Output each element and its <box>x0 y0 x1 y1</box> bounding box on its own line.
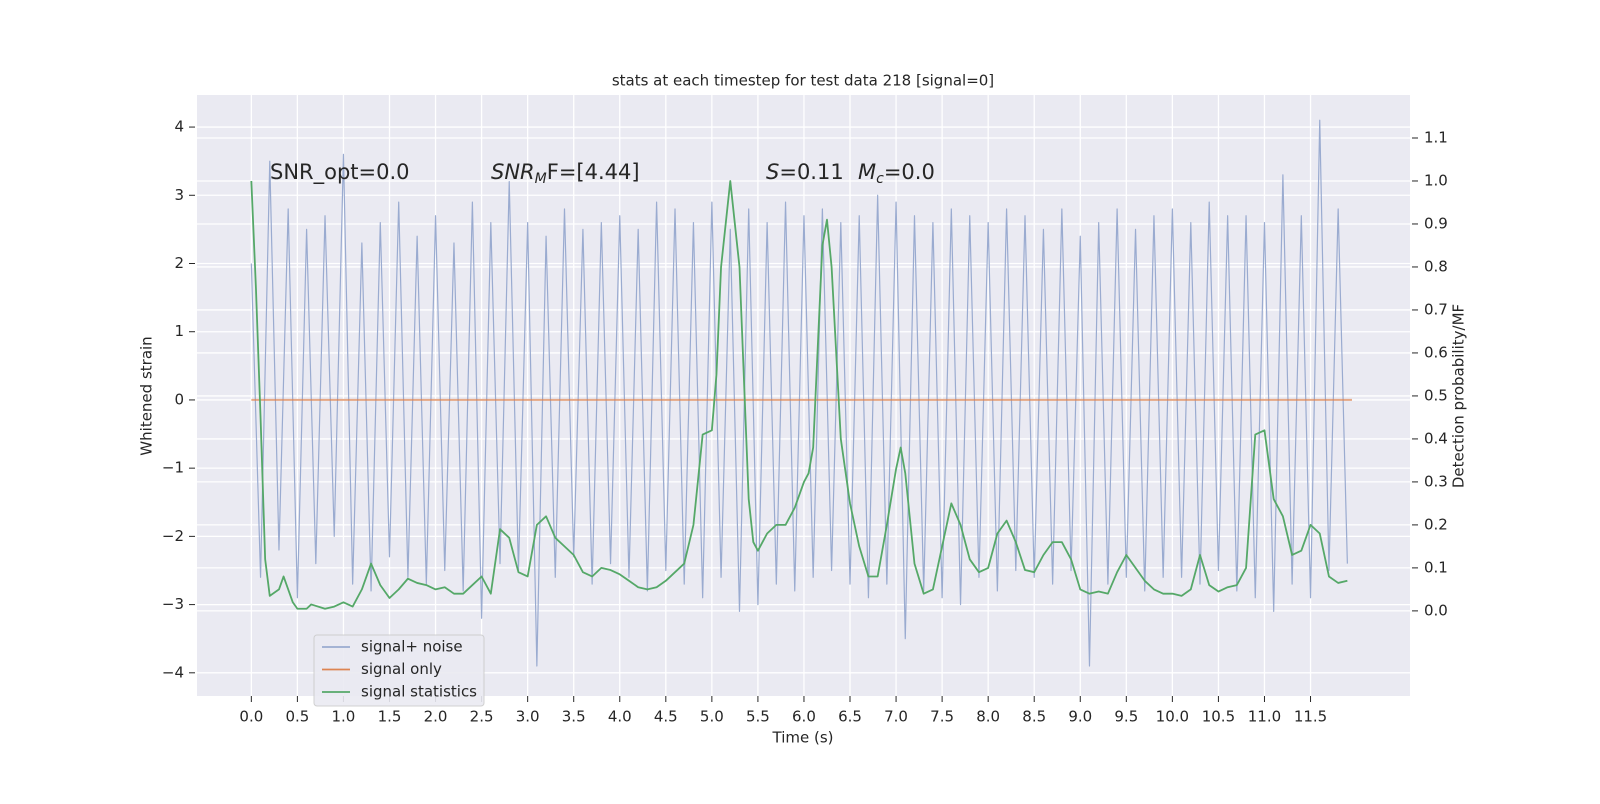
x-tick-label: 8.5 <box>1022 708 1046 726</box>
x-tick-label: 10.0 <box>1156 708 1189 726</box>
y2-tick-label: 1.1 <box>1424 128 1448 146</box>
x-tick-label: 10.5 <box>1202 708 1235 726</box>
legend-label: signal statistics <box>361 683 477 701</box>
annotation-part: SNR <box>491 160 535 184</box>
y2-tick-label: 0.3 <box>1424 472 1448 490</box>
x-tick-label: 5.0 <box>700 708 724 726</box>
y-tick-label: 3 <box>174 186 184 204</box>
y2-tick-label: 0.7 <box>1424 300 1448 318</box>
x-tick-label: 4.0 <box>608 708 632 726</box>
y2-tick-label: 0.4 <box>1424 429 1448 447</box>
y-tick-label: 0 <box>174 390 184 408</box>
y2-tick-label: 0.6 <box>1424 343 1448 361</box>
y-tick-label: 2 <box>174 254 184 272</box>
y2-tick-label: 0.2 <box>1424 515 1448 533</box>
y-tick-label: 1 <box>174 322 184 340</box>
y-tick-label: −1 <box>162 459 184 477</box>
y2-tick-label: 0.8 <box>1424 257 1448 275</box>
y-tick-label: −3 <box>162 595 184 613</box>
annotation-part: F=[4.44] <box>547 160 640 184</box>
x-axis-label: Time (s) <box>772 729 834 747</box>
x-tick-label: 7.0 <box>884 708 908 726</box>
annotation-part: =0.0 <box>884 160 935 184</box>
y-tick-label: 4 <box>174 118 184 136</box>
x-tick-label: 2.0 <box>424 708 448 726</box>
annotation-part: c <box>876 171 884 187</box>
y2-tick-label: 0.0 <box>1424 601 1448 619</box>
x-tick-label: 9.0 <box>1068 708 1092 726</box>
y2-tick-label: 0.1 <box>1424 558 1448 576</box>
x-tick-label: 11.5 <box>1294 708 1327 726</box>
y2-tick-label: 0.9 <box>1424 214 1448 232</box>
x-tick-label: 6.5 <box>838 708 862 726</box>
y2-axis-label: Detection probability/MF <box>1450 304 1468 488</box>
x-tick-label: 1.0 <box>332 708 356 726</box>
x-tick-label: 5.5 <box>746 708 770 726</box>
x-tick-label: 0.5 <box>285 708 309 726</box>
x-tick-label: 4.5 <box>654 708 678 726</box>
x-tick-label: 2.5 <box>470 708 494 726</box>
annotation: SNR_opt=0.0 <box>270 160 410 185</box>
x-tick-label: 1.5 <box>378 708 402 726</box>
chart-title: stats at each timestep for test data 218… <box>612 72 994 90</box>
annotation: S=0.11 <box>766 160 844 184</box>
annotation-part: S <box>766 160 779 184</box>
x-tick-label: 9.5 <box>1114 708 1138 726</box>
x-tick-label: 8.0 <box>976 708 1000 726</box>
y-tick-label: −2 <box>162 527 184 545</box>
legend-box <box>313 634 485 707</box>
x-tick-label: 11.0 <box>1248 708 1281 726</box>
legend-label: signal+ noise <box>361 638 463 656</box>
x-tick-label: 6.0 <box>792 708 816 726</box>
annotation: SNRMF=[4.44] <box>491 160 640 187</box>
y-axis-label: Whitened strain <box>138 336 156 455</box>
y-tick-label: −4 <box>162 663 184 681</box>
annotation: Mc=0.0 <box>858 160 935 187</box>
x-tick-label: 3.5 <box>562 708 586 726</box>
annotation-part: M <box>535 171 547 187</box>
series-line <box>250 180 1348 610</box>
annotation-part: M <box>858 160 876 184</box>
x-tick-label: 7.5 <box>930 708 954 726</box>
series-line <box>250 119 1348 667</box>
marks <box>250 119 1352 667</box>
x-tick-label: 0.0 <box>239 708 263 726</box>
x-tick-label: 3.0 <box>516 708 540 726</box>
annotation-part: =0.11 <box>779 160 843 184</box>
y2-tick-label: 0.5 <box>1424 386 1448 404</box>
y2-tick-label: 1.0 <box>1424 171 1448 189</box>
legend-label: signal only <box>361 660 442 678</box>
